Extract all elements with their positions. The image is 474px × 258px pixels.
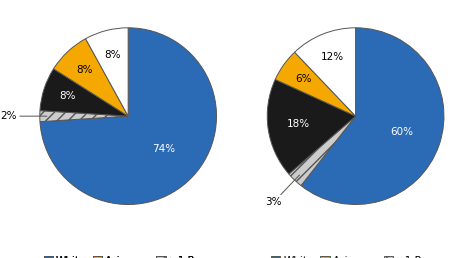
Text: 3%: 3%	[265, 175, 300, 207]
Wedge shape	[301, 28, 444, 205]
Text: 2%: 2%	[0, 111, 47, 121]
Wedge shape	[54, 39, 128, 116]
Text: 6%: 6%	[295, 74, 312, 84]
Wedge shape	[86, 28, 128, 116]
Wedge shape	[275, 52, 356, 116]
Text: 60%: 60%	[390, 127, 413, 137]
Wedge shape	[40, 28, 217, 205]
Text: 74%: 74%	[152, 144, 175, 155]
Text: 8%: 8%	[59, 92, 76, 101]
Legend: White, Black, Asian, Hispanic, >1 Race: White, Black, Asian, Hispanic, >1 Race	[267, 252, 444, 258]
Text: 18%: 18%	[287, 119, 310, 129]
Text: 8%: 8%	[76, 65, 93, 75]
Wedge shape	[40, 111, 128, 122]
Text: 12%: 12%	[320, 52, 344, 62]
Wedge shape	[289, 116, 356, 186]
Wedge shape	[295, 28, 356, 116]
Wedge shape	[267, 79, 356, 174]
Wedge shape	[40, 69, 128, 116]
Legend: White, Black, Asian, Hispanic, >1 Race: White, Black, Asian, Hispanic, >1 Race	[39, 252, 217, 258]
Text: 8%: 8%	[104, 50, 120, 60]
